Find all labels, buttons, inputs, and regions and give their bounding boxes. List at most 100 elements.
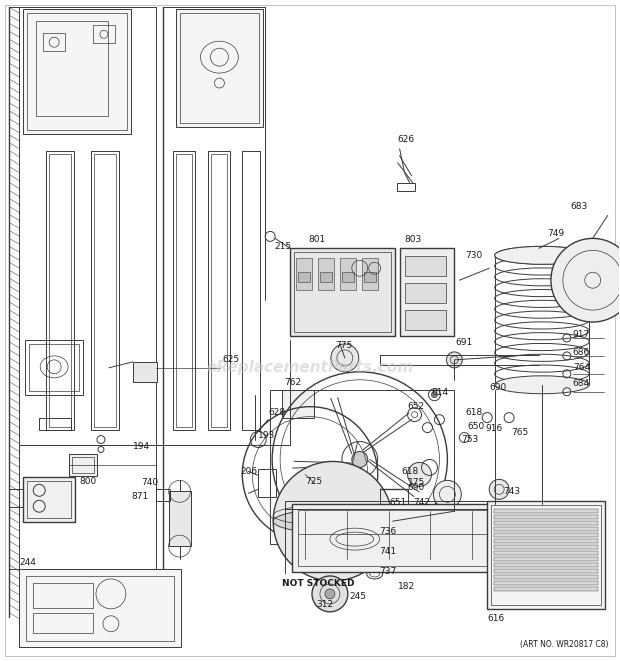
Bar (24, 477, 75, 522)
Circle shape (433, 481, 461, 508)
Circle shape (352, 451, 368, 467)
Bar (33, 613, 93, 633)
Text: 725: 725 (305, 477, 322, 486)
Bar (400, 249, 454, 336)
Bar (364, 272, 376, 282)
Ellipse shape (495, 247, 589, 264)
Bar (397, 182, 415, 190)
Text: 244: 244 (19, 558, 36, 567)
Bar (405, 310, 446, 330)
Text: 215: 215 (274, 243, 291, 251)
Circle shape (325, 589, 335, 599)
Text: 765: 765 (511, 428, 528, 436)
Bar (405, 256, 446, 276)
Text: 625: 625 (223, 355, 239, 364)
Bar (405, 283, 446, 303)
Text: 916: 916 (485, 424, 502, 432)
Bar (494, 521, 598, 525)
Text: 762: 762 (284, 378, 301, 387)
Circle shape (551, 239, 620, 322)
Text: 182: 182 (397, 582, 415, 591)
Text: 742: 742 (414, 498, 430, 507)
Text: 800: 800 (79, 477, 96, 486)
Bar (494, 533, 598, 537)
Text: 245: 245 (350, 592, 367, 601)
Bar (25, 340, 83, 395)
Bar (175, 9, 264, 127)
Bar (27, 13, 127, 130)
Text: 743: 743 (503, 487, 520, 496)
Bar (43, 33, 65, 51)
Bar (494, 539, 598, 543)
Bar (494, 557, 598, 561)
Text: 206: 206 (241, 467, 257, 477)
Bar (211, 154, 228, 426)
Bar (320, 272, 332, 282)
Bar (342, 272, 354, 282)
Bar (494, 587, 598, 591)
Bar (296, 258, 312, 290)
Circle shape (273, 461, 392, 581)
Text: 194: 194 (133, 442, 150, 451)
Text: 616: 616 (487, 614, 505, 623)
Bar (208, 151, 231, 430)
Text: 803: 803 (405, 235, 422, 245)
Text: 753: 753 (461, 434, 479, 444)
Bar (49, 154, 71, 426)
Text: 175: 175 (407, 479, 425, 487)
Circle shape (407, 463, 432, 486)
Bar (36, 21, 108, 116)
Text: 764: 764 (573, 364, 590, 372)
Text: 740: 740 (141, 479, 159, 487)
Circle shape (446, 352, 463, 368)
Bar (91, 151, 119, 430)
Bar (172, 151, 195, 430)
Text: 650: 650 (467, 422, 485, 430)
Text: 690: 690 (407, 483, 425, 492)
Bar (494, 581, 598, 585)
Text: 618: 618 (465, 408, 482, 416)
Bar (494, 569, 598, 573)
Text: 618: 618 (402, 467, 419, 477)
Bar (69, 455, 97, 477)
Bar (242, 151, 260, 430)
Circle shape (367, 526, 383, 542)
Bar (361, 258, 378, 290)
Text: 312: 312 (316, 600, 333, 609)
Bar (340, 258, 356, 290)
Bar (39, 418, 71, 430)
Bar (29, 344, 79, 391)
Bar (290, 249, 394, 336)
Bar (19, 569, 180, 646)
Ellipse shape (495, 376, 589, 394)
Bar (26, 576, 174, 641)
Text: 736: 736 (379, 527, 397, 536)
Bar (494, 527, 598, 531)
Text: 651: 651 (389, 498, 407, 507)
Bar (33, 583, 93, 608)
Bar (180, 13, 259, 123)
Text: 686: 686 (573, 348, 590, 358)
Circle shape (489, 479, 509, 499)
Bar (298, 272, 310, 282)
Bar (494, 563, 598, 567)
Bar (494, 551, 598, 555)
Bar (285, 501, 599, 509)
Bar (494, 509, 598, 513)
Bar (259, 469, 276, 497)
Text: 652: 652 (407, 402, 425, 410)
Text: (ART NO. WR20817 C8): (ART NO. WR20817 C8) (520, 640, 609, 648)
Text: 737: 737 (379, 567, 397, 576)
Text: NOT STOCKED: NOT STOCKED (282, 579, 355, 588)
Bar (156, 489, 170, 501)
Bar (494, 575, 598, 579)
Bar (282, 390, 314, 418)
Bar (94, 154, 116, 426)
Bar (169, 491, 190, 546)
Circle shape (432, 392, 438, 398)
Text: eReplacementParts.com: eReplacementParts.com (206, 360, 414, 375)
Bar (133, 362, 157, 382)
Bar (294, 253, 391, 332)
Text: 614: 614 (432, 388, 449, 397)
Text: 801: 801 (308, 235, 326, 245)
